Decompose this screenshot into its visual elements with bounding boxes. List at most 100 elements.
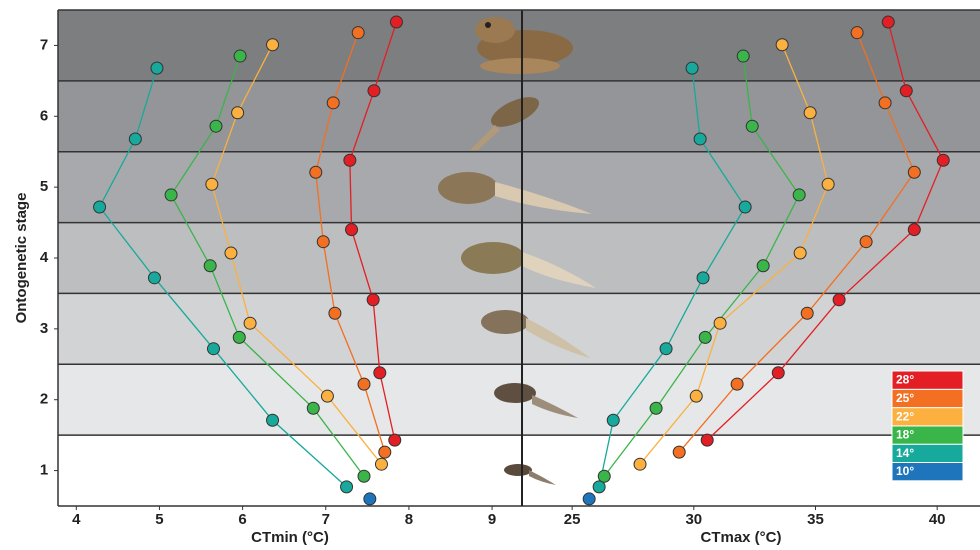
data-point — [310, 166, 322, 178]
x-tick-label: 35 — [807, 511, 824, 528]
data-point — [244, 317, 256, 329]
legend-label: 14° — [896, 446, 914, 460]
legend-label: 10° — [896, 464, 914, 478]
data-point — [225, 247, 237, 259]
data-point — [374, 367, 386, 379]
x-tick-label: 40 — [929, 511, 946, 528]
data-point — [148, 272, 160, 284]
data-point — [232, 107, 244, 119]
data-point — [151, 62, 163, 74]
data-point — [267, 414, 279, 426]
data-point — [317, 236, 329, 248]
legend-label: 22° — [896, 409, 914, 423]
data-point — [358, 378, 370, 390]
x-tick-label: 5 — [155, 511, 163, 528]
data-point — [344, 154, 356, 166]
x-tick-label: 9 — [488, 511, 496, 528]
data-point — [329, 307, 341, 319]
data-point — [739, 201, 751, 213]
y-axis-title: Ontogenetic stage — [13, 193, 30, 324]
legend-label: 25° — [896, 391, 914, 405]
x-tick-label: 6 — [238, 511, 246, 528]
data-point — [804, 107, 816, 119]
data-point — [634, 458, 646, 470]
data-point — [908, 224, 920, 236]
data-point — [234, 50, 246, 62]
data-point — [129, 133, 141, 145]
x-axis-title: CTmax (°C) — [700, 529, 781, 546]
data-point — [697, 272, 709, 284]
data-point — [607, 414, 619, 426]
data-point — [210, 120, 222, 132]
stage-band — [58, 152, 980, 223]
data-point — [94, 201, 106, 213]
data-point — [860, 236, 872, 248]
legend: 10° 14° 18° 22° 25° 28° — [892, 371, 963, 481]
data-point — [358, 470, 370, 482]
data-point — [368, 85, 380, 97]
x-tick-label: 8 — [405, 511, 413, 528]
data-point — [673, 446, 685, 458]
data-point — [233, 331, 245, 343]
data-point — [731, 378, 743, 390]
data-point — [699, 331, 711, 343]
data-point — [851, 27, 863, 39]
data-point — [204, 260, 216, 272]
data-point — [364, 493, 376, 505]
data-point — [776, 39, 788, 51]
data-point — [650, 402, 662, 414]
y-tick-label: 3 — [40, 320, 48, 337]
y-tick-label: 1 — [40, 462, 48, 479]
data-point — [207, 343, 219, 355]
data-point — [772, 367, 784, 379]
data-point — [882, 16, 894, 28]
data-point — [321, 390, 333, 402]
data-point — [686, 62, 698, 74]
legend-label: 18° — [896, 428, 914, 442]
y-tick-label: 7 — [40, 36, 48, 53]
y-tick-label: 5 — [40, 178, 48, 195]
data-point — [701, 434, 713, 446]
legend-label: 28° — [896, 373, 914, 387]
data-point — [598, 470, 610, 482]
data-point — [367, 294, 379, 306]
data-point — [390, 16, 402, 28]
x-tick-label: 30 — [685, 511, 702, 528]
x-tick-label: 25 — [564, 511, 581, 528]
y-tick-label: 6 — [40, 107, 48, 124]
data-point — [900, 85, 912, 97]
x-tick-label: 7 — [322, 511, 330, 528]
data-point — [206, 178, 218, 190]
data-point — [327, 97, 339, 109]
y-tick-label: 2 — [40, 391, 48, 408]
data-point — [379, 446, 391, 458]
chart: 1 2 3 4 5 6 7 Ontogenetic stage 4 5 6 7 8 9 CTmin (°C)… — [0, 0, 980, 550]
data-point — [583, 493, 595, 505]
x-tick-label: 4 — [72, 511, 81, 528]
data-point — [694, 133, 706, 145]
data-point — [937, 154, 949, 166]
data-point — [801, 307, 813, 319]
data-point — [660, 343, 672, 355]
data-point — [794, 247, 806, 259]
data-point — [822, 178, 834, 190]
data-point — [352, 27, 364, 39]
y-tick-label: 4 — [40, 249, 49, 266]
data-point — [833, 294, 845, 306]
data-point — [793, 189, 805, 201]
data-point — [746, 120, 758, 132]
data-point — [908, 166, 920, 178]
data-point — [757, 260, 769, 272]
data-point — [714, 317, 726, 329]
data-point — [737, 50, 749, 62]
x-axis-title: CTmin (°C) — [251, 529, 329, 546]
data-point — [341, 481, 353, 493]
data-point — [375, 458, 387, 470]
data-point — [389, 434, 401, 446]
data-point — [307, 402, 319, 414]
data-point — [267, 39, 279, 51]
data-point — [165, 189, 177, 201]
data-point — [346, 224, 358, 236]
data-point — [879, 97, 891, 109]
data-point — [690, 390, 702, 402]
